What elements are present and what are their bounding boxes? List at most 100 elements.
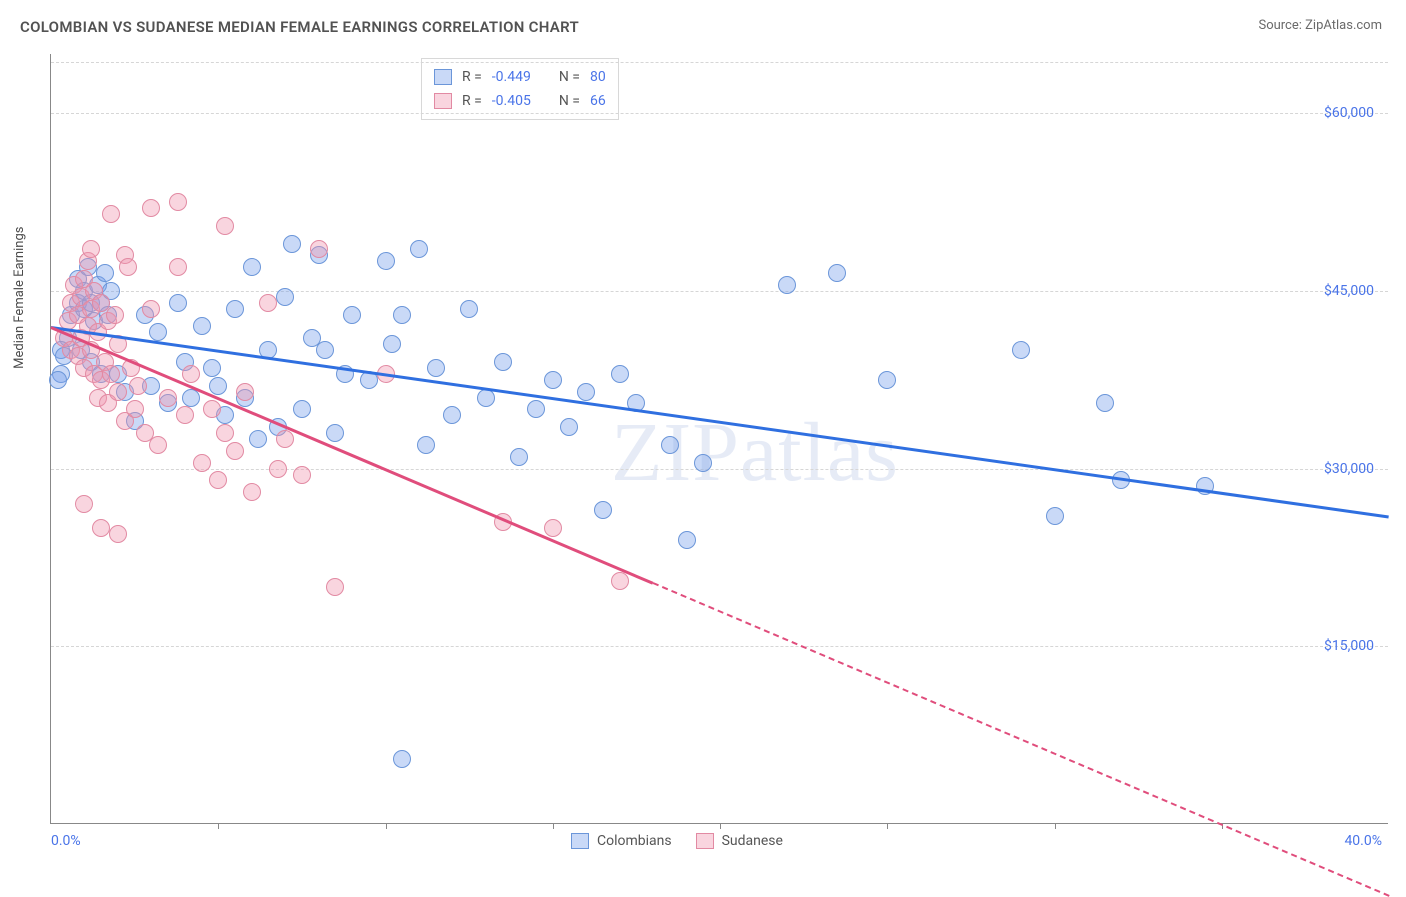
- data-point: [203, 400, 221, 418]
- gridline: [51, 113, 1388, 114]
- data-point: [1012, 341, 1030, 359]
- x-tick: [553, 823, 554, 829]
- legend-label: Sudanese: [722, 833, 783, 849]
- data-point: [102, 365, 120, 383]
- data-point: [203, 359, 221, 377]
- data-point: [1096, 394, 1114, 412]
- data-point: [176, 406, 194, 424]
- x-tick: [720, 823, 721, 829]
- data-point: [119, 258, 137, 276]
- data-point: [594, 501, 612, 519]
- x-tick: [218, 823, 219, 829]
- x-tick: [887, 823, 888, 829]
- data-point: [142, 199, 160, 217]
- data-point: [283, 235, 301, 253]
- x-tick: [1055, 823, 1056, 829]
- data-point: [326, 578, 344, 596]
- data-point: [243, 258, 261, 276]
- n-value-sudanese: 66: [590, 93, 606, 109]
- data-point: [410, 240, 428, 258]
- data-point: [106, 306, 124, 324]
- data-point: [678, 531, 696, 549]
- r-label: R =: [462, 93, 482, 109]
- data-point: [510, 448, 528, 466]
- data-point: [159, 389, 177, 407]
- data-point: [249, 430, 267, 448]
- x-axis-min-label: 0.0%: [51, 833, 81, 849]
- data-point: [377, 252, 395, 270]
- data-point: [102, 205, 120, 223]
- legend-swatch-sudanese-icon: [696, 833, 714, 849]
- data-point: [193, 454, 211, 472]
- data-point: [661, 436, 679, 454]
- legend-label: Colombians: [597, 833, 672, 849]
- x-tick: [386, 823, 387, 829]
- watermark: ZIPatlas: [611, 404, 899, 501]
- data-point: [393, 750, 411, 768]
- data-point: [477, 389, 495, 407]
- data-point: [310, 240, 328, 258]
- data-point: [276, 288, 294, 306]
- data-point: [269, 460, 287, 478]
- data-point: [216, 217, 234, 235]
- stats-row-sudanese: R = -0.405 N = 66: [434, 89, 606, 113]
- data-point: [259, 294, 277, 312]
- data-point: [126, 400, 144, 418]
- r-label: R =: [462, 69, 482, 85]
- legend-item-colombians: Colombians: [571, 833, 672, 849]
- data-point: [109, 525, 127, 543]
- data-point: [316, 341, 334, 359]
- data-point: [383, 335, 401, 353]
- data-point: [226, 300, 244, 318]
- data-point: [49, 371, 67, 389]
- chart-title: COLOMBIAN VS SUDANESE MEDIAN FEMALE EARN…: [20, 18, 579, 36]
- data-point: [1046, 507, 1064, 525]
- data-point: [149, 436, 167, 454]
- legend-item-sudanese: Sudanese: [696, 833, 783, 849]
- y-tick-label: $15,000: [1324, 638, 1374, 654]
- data-point: [75, 495, 93, 513]
- data-point: [393, 306, 411, 324]
- data-point: [182, 365, 200, 383]
- n-label: N =: [559, 93, 580, 109]
- data-point: [460, 300, 478, 318]
- data-point: [343, 306, 361, 324]
- data-point: [149, 323, 167, 341]
- gridline: [51, 469, 1388, 470]
- data-point: [209, 377, 227, 395]
- data-point: [527, 400, 545, 418]
- data-point: [778, 276, 796, 294]
- data-point: [226, 442, 244, 460]
- data-point: [544, 371, 562, 389]
- r-value-sudanese: -0.405: [492, 93, 531, 109]
- data-point: [109, 383, 127, 401]
- n-value-colombians: 80: [590, 69, 606, 85]
- data-point: [276, 430, 294, 448]
- data-point: [293, 466, 311, 484]
- data-point: [443, 406, 461, 424]
- stats-box: R = -0.449 N = 80 R = -0.405 N = 66: [421, 58, 619, 120]
- data-point: [611, 365, 629, 383]
- plot-area: ZIPatlas R = -0.449 N = 80 R = -0.405 N …: [50, 54, 1388, 824]
- source-attribution: Source: ZipAtlas.com: [1258, 18, 1382, 33]
- data-point: [243, 483, 261, 501]
- trend-line: [51, 327, 654, 585]
- data-point: [82, 240, 100, 258]
- data-point: [92, 519, 110, 537]
- data-point: [169, 294, 187, 312]
- data-point: [129, 377, 147, 395]
- n-label: N =: [559, 69, 580, 85]
- data-point: [427, 359, 445, 377]
- y-tick-label: $60,000: [1324, 105, 1374, 121]
- r-value-colombians: -0.449: [492, 69, 531, 85]
- data-point: [236, 383, 254, 401]
- y-tick-label: $45,000: [1324, 283, 1374, 299]
- legend: Colombians Sudanese: [571, 833, 783, 849]
- data-point: [828, 264, 846, 282]
- data-point: [577, 383, 595, 401]
- gridline: [51, 646, 1388, 647]
- data-point: [193, 317, 211, 335]
- data-point: [494, 353, 512, 371]
- data-point: [694, 454, 712, 472]
- swatch-sudanese-icon: [434, 93, 452, 109]
